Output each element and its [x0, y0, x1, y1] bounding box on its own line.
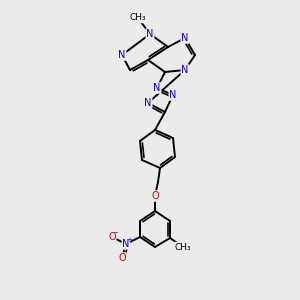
Text: O: O [151, 191, 159, 201]
Text: N: N [153, 83, 161, 93]
Text: N: N [181, 65, 189, 75]
Text: −: − [112, 230, 118, 236]
Text: N: N [144, 98, 152, 108]
Text: CH₃: CH₃ [130, 14, 146, 22]
Text: N: N [169, 90, 177, 100]
Text: CH₃: CH₃ [175, 242, 191, 251]
Text: O: O [108, 232, 116, 242]
Text: N: N [146, 29, 154, 39]
Text: O: O [118, 253, 126, 263]
Text: N: N [122, 239, 130, 249]
Text: N: N [181, 33, 189, 43]
Text: N: N [118, 50, 126, 60]
Text: +: + [127, 237, 132, 243]
